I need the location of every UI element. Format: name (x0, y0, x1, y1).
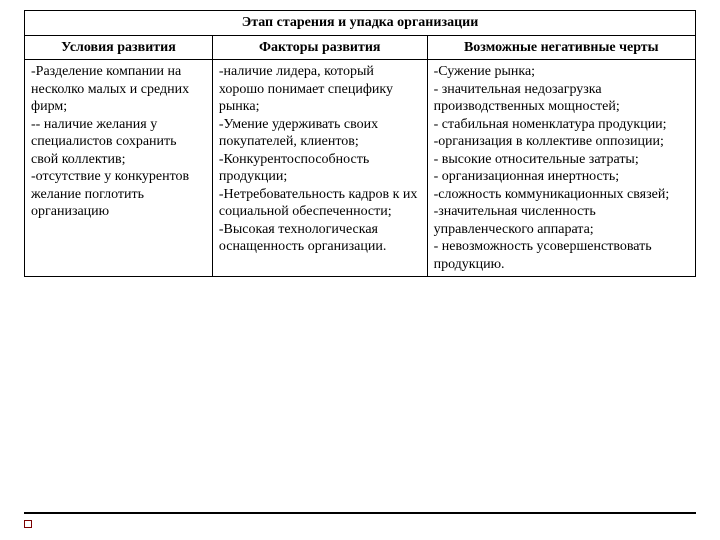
header-col3: Возможные негативные черты (427, 35, 695, 60)
table-title: Этап старения и упадка организации (25, 11, 696, 36)
header-row: Условия развития Факторы развития Возмож… (25, 35, 696, 60)
title-row: Этап старения и упадка организации (25, 11, 696, 36)
body-row: -Разделение компании на несколко малых и… (25, 60, 696, 277)
footer-rule (24, 512, 696, 514)
cell-col1: -Разделение компании на несколко малых и… (25, 60, 213, 277)
main-table: Этап старения и упадка организации Услов… (24, 10, 696, 277)
cell-col2: -наличие лидера, который хорошо понимает… (212, 60, 427, 277)
cell-col3: -Сужение рынка;- значительная недозагруз… (427, 60, 695, 277)
header-col2: Факторы развития (212, 35, 427, 60)
footer-bullet-icon (24, 520, 32, 528)
page: Этап старения и упадка организации Услов… (0, 0, 720, 540)
header-col1: Условия развития (25, 35, 213, 60)
